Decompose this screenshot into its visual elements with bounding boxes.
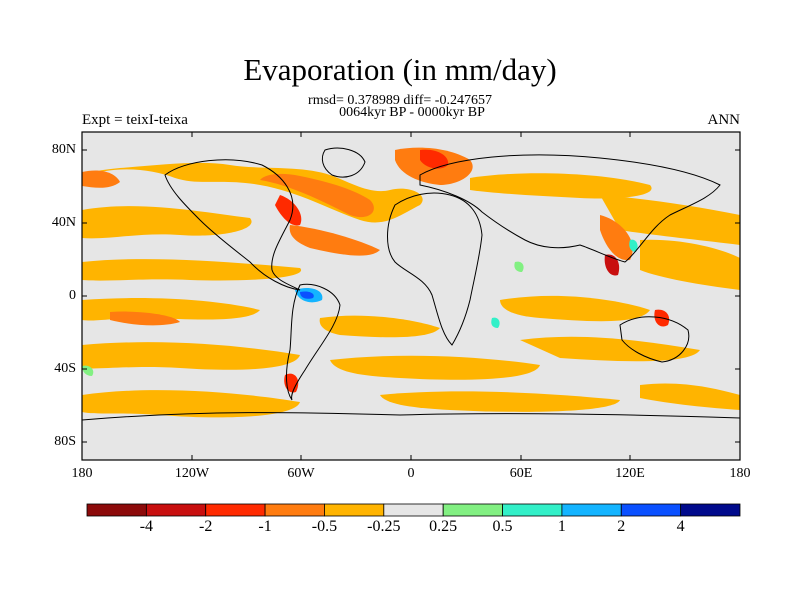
coastlines xyxy=(82,147,740,421)
map-frame xyxy=(81,131,741,461)
lat-tick-label: 40S xyxy=(54,361,76,376)
experiment-label: Expt = teixI-teixa xyxy=(82,112,188,128)
season-label: ANN xyxy=(707,112,741,128)
colorbar-box xyxy=(620,503,682,517)
lat-tick-label: 80S xyxy=(54,434,76,449)
colorbar-label: 1 xyxy=(557,518,566,535)
lon-tick-label: 120W xyxy=(174,466,210,481)
colorbar-box xyxy=(680,503,741,517)
lat-tick-label: 0 xyxy=(69,288,76,303)
colorbar-label: 0.25 xyxy=(429,518,458,535)
map-title: Evaporation (in mm/day) xyxy=(243,52,557,87)
colorbar-box xyxy=(145,503,207,517)
anomaly-field xyxy=(82,147,740,418)
colorbar-label: 0.5 xyxy=(492,518,513,535)
colorbar xyxy=(86,503,741,517)
colorbar-label: -0.5 xyxy=(311,518,338,535)
lon-tick-label: 120E xyxy=(615,466,645,481)
lon-tick-label: 180 xyxy=(729,466,751,481)
axis-ticks xyxy=(82,132,740,460)
colorbar-label: -4 xyxy=(139,518,154,535)
colorbar-label: -2 xyxy=(199,518,213,535)
lon-tick-label: 180 xyxy=(71,466,93,481)
colorbar-box xyxy=(264,503,325,517)
lat-tick-label: 40N xyxy=(51,215,76,230)
lon-tick-label: 60E xyxy=(509,466,533,481)
lat-tick-label: 80N xyxy=(51,142,76,157)
colorbar-label: 4 xyxy=(676,518,685,535)
colorbar-box xyxy=(205,503,266,517)
lon-tick-label: 0 xyxy=(407,466,415,481)
colorbar-box xyxy=(502,503,563,517)
period-line: 0064kyr BP - 0000kyr BP xyxy=(339,105,485,120)
colorbar-box xyxy=(324,503,385,517)
colorbar-label: -0.25 xyxy=(367,518,401,535)
colorbar-label: 2 xyxy=(617,518,626,535)
colorbar-box xyxy=(86,503,147,517)
lon-tick-label: 60W xyxy=(287,466,315,481)
colorbar-box xyxy=(561,503,622,517)
stats-line: rmsd= 0.378989 diff= -0.247657 xyxy=(308,93,492,108)
colorbar-label: -1 xyxy=(258,518,272,535)
colorbar-box xyxy=(383,503,444,517)
colorbar-box xyxy=(442,503,503,517)
